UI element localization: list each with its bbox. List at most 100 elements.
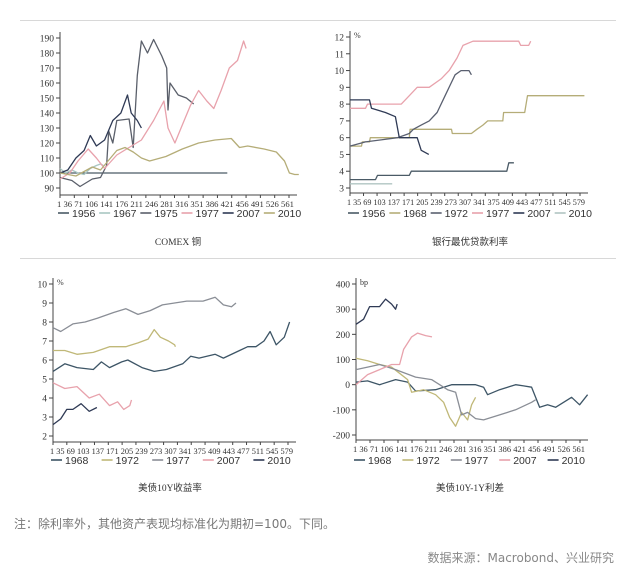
y-tick-label: 3 [42, 414, 47, 424]
series-line-1977 [59, 40, 247, 180]
x-tick-label: 477 [528, 197, 543, 207]
x-tick-label: 69 [65, 446, 75, 456]
unit-label: bp [360, 278, 368, 287]
legend-label: 1977 [486, 208, 510, 220]
x-tick-label: 351 [188, 199, 203, 209]
x-tick-label: 386 [496, 444, 511, 454]
x-tick-label: 545 [264, 446, 279, 456]
series-line-2010 [52, 403, 98, 426]
series-line-1977 [350, 40, 532, 109]
x-tick-label: 106 [83, 199, 99, 209]
legend-label: 2010 [278, 208, 302, 220]
legend-label: 1977 [166, 455, 190, 467]
x-tick-label: 141 [98, 199, 113, 209]
y-tick-label: 9 [42, 300, 47, 310]
x-tick-label: 316 [467, 444, 482, 454]
legend-label: 1977 [465, 455, 489, 467]
y-tick-label: 0 [345, 381, 350, 391]
legend-label: 2010 [562, 455, 586, 467]
y-tick-label: 2 [42, 433, 47, 443]
series-line-1956 [350, 162, 514, 181]
x-tick-label: 1 [50, 446, 54, 456]
y-tick-label: 100 [40, 170, 55, 180]
legend-label: 1967 [113, 208, 137, 220]
y-tick-label: 7 [42, 338, 47, 348]
x-tick-label: 561 [279, 199, 294, 209]
y-tick-label: 150 [40, 95, 55, 105]
x-tick-label: 409 [206, 446, 221, 456]
chart-2: 3 4 5 6 7 8 9 10 11 12 1 35 69 103 137 171 205 239… [335, 31, 593, 248]
y-tick-label: 4 [42, 395, 47, 405]
x-tick-label: 281 [452, 444, 467, 454]
series-line-2007 [355, 332, 433, 386]
series-line-2010 [59, 137, 299, 177]
y-tick-label: 400 [336, 281, 351, 291]
legend-label: 2007 [217, 455, 241, 467]
x-tick-labels: 1 36 71 106 141 176 211 246 281 316 351 … [353, 444, 585, 454]
series-line-1972 [355, 357, 477, 427]
legend-label: 2007 [513, 455, 537, 467]
y-tick-label: 12 [335, 34, 345, 44]
x-tick-label: 561 [570, 444, 585, 454]
x-tick-label: 511 [250, 446, 264, 456]
x-tick-label: 246 [437, 444, 452, 454]
x-tick-label: 36 [357, 444, 368, 454]
x-tick-label: 456 [526, 444, 541, 454]
series-line-2007 [52, 382, 133, 411]
x-tick-label: 71 [72, 199, 83, 209]
unit-label: % [57, 278, 64, 287]
series-line-1968 [52, 321, 291, 373]
footnote: 注：除利率外，其他资产表现均标准化为期初=100。下同。 [14, 517, 335, 531]
series-line-1972 [53, 328, 176, 355]
x-tick-labels: 1 35 69 103 137 171 205 239 273 307 341 … [347, 197, 585, 207]
legend-label: 1968 [403, 208, 427, 220]
x-tick-label: 491 [249, 199, 264, 209]
x-tick-label: 526 [555, 444, 570, 454]
legend-label: 2010 [569, 208, 593, 220]
x-tick-label: 106 [378, 444, 393, 454]
series-line-1967 [59, 163, 104, 176]
x-tick-label: 171 [104, 446, 119, 456]
x-tick-label: 307 [162, 446, 177, 456]
legend-label: 1968 [368, 455, 392, 467]
y-tick-label: 7 [339, 117, 344, 127]
chart-title: 银行最优贷款利率 [432, 236, 509, 248]
x-tick-label: 341 [177, 446, 192, 456]
y-tick-label: 200 [336, 331, 351, 341]
x-tick-label: 341 [471, 197, 485, 207]
series-line-1975 [59, 38, 195, 188]
y-tick-label: 90 [45, 185, 55, 195]
y-tick-label: 140 [40, 110, 55, 120]
series-line-1972 [349, 69, 472, 147]
legend-label: 1968 [65, 455, 89, 467]
legend-label: 1956 [72, 208, 96, 220]
legend-label: 1972 [116, 455, 140, 467]
x-tick-label: 103 [75, 446, 90, 456]
data-source: 数据来源：Macrobond、兴业研究 [427, 551, 615, 565]
x-tick-label: 246 [143, 199, 159, 209]
series-line-2010 [355, 298, 398, 325]
x-tick-label: 409 [500, 197, 514, 207]
series-line-1977 [52, 296, 237, 333]
x-tick-label: 351 [482, 444, 497, 454]
x-tick-label: 1 [57, 199, 61, 209]
x-tick-label: 375 [485, 197, 499, 207]
x-tick-label: 103 [371, 197, 385, 207]
y-tick-label: 5 [339, 151, 344, 161]
y-tick-label: 5 [42, 376, 47, 386]
y-tick-label: 8 [339, 101, 344, 111]
x-tick-label: 176 [408, 444, 423, 454]
y-tick-label: 6 [339, 134, 344, 144]
y-tick-label: -200 [333, 432, 351, 442]
y-tick-label: 110 [40, 155, 54, 165]
series-line-1968 [350, 95, 585, 147]
x-tick-label: 176 [113, 199, 129, 209]
unit-label: % [354, 31, 361, 40]
x-tick-label: 69 [361, 197, 371, 207]
y-tick-label: 8 [42, 319, 47, 329]
legend-label: 2010 [267, 455, 291, 467]
legend-label: 1977 [196, 208, 220, 220]
x-tick-label: 281 [158, 199, 173, 209]
x-tick-label: 375 [191, 446, 206, 456]
